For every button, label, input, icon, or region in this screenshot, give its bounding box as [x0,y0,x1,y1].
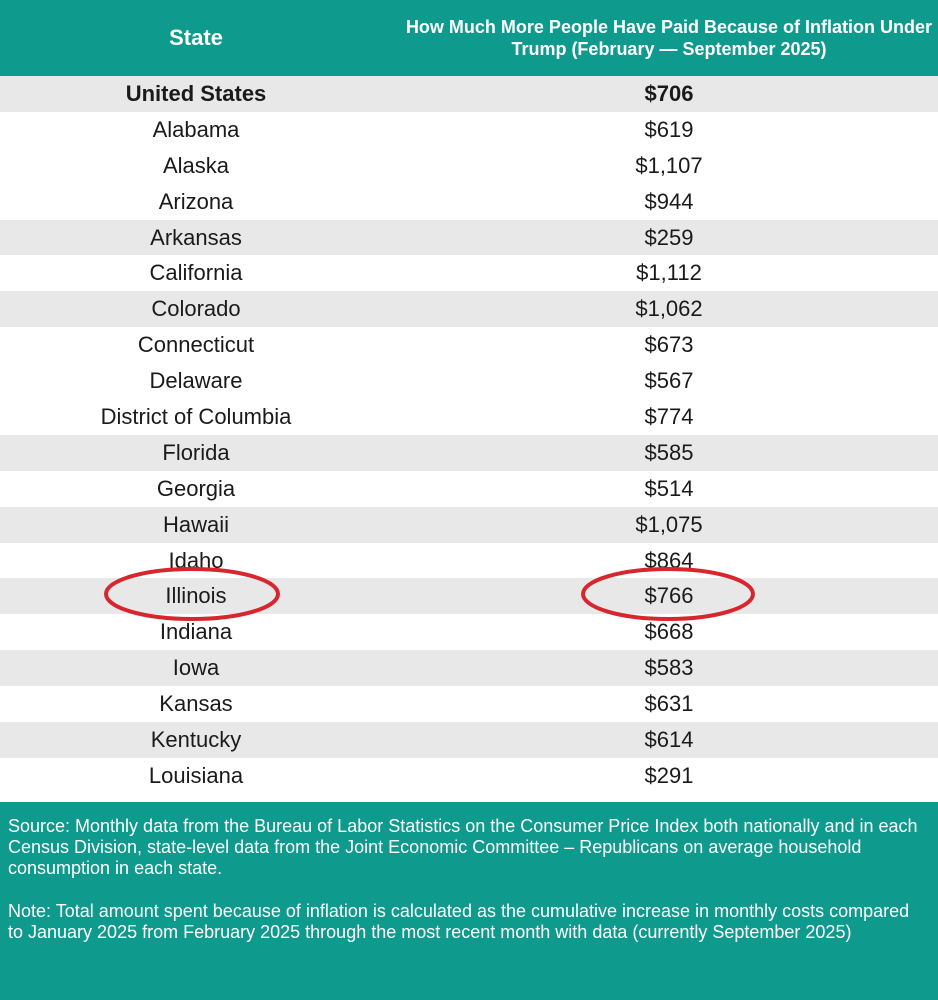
amount-cell: $291 [644,762,694,788]
state-cell: United States [125,80,267,106]
amount-cell: $1,075 [635,511,703,537]
amount-cell: $673 [644,332,694,358]
amount-column-header: How Much More People Have Paid Because o… [405,17,933,59]
table-row: Alabama $619 [0,112,938,148]
table-row: Iowa $583 [0,650,938,687]
table-row: California $1,112 [0,255,938,291]
amount-cell: $668 [644,619,694,645]
amount-cell: $259 [644,224,694,250]
amount-cell: $1,112 [636,260,702,286]
table-row: Delaware $567 [0,363,938,399]
table-row: District of Columbia $774 [0,399,938,435]
state-cell: Louisiana [148,762,244,788]
state-cell: Hawaii [162,511,230,537]
source-text: Source: Monthly data from the Bureau of … [8,816,918,878]
state-cell: Iowa [172,655,220,681]
state-cell: Florida [162,439,230,465]
amount-cell: $1,062 [635,296,703,322]
table-row: Alaska $1,107 [0,148,938,184]
state-cell: California [149,260,243,286]
state-cell: Colorado [151,296,241,322]
amount-cell: $583 [644,655,694,681]
table-row: Kentucky $614 [0,722,938,758]
table-row: Georgia $514 [0,471,938,507]
state-cell: Indiana [159,619,233,645]
state-cell: Kansas [159,691,233,717]
table-row: Arizona $944 [0,184,938,220]
state-cell: Connecticut [137,332,255,358]
state-cell: Arkansas [150,224,242,250]
state-cell: Delaware [149,368,243,394]
table-row: Connecticut $673 [0,327,938,363]
amount-cell: $774 [644,403,694,429]
state-cell: Arizona [158,188,234,214]
amount-cell: $1,107 [635,152,703,178]
amount-cell: $864 [644,547,694,573]
state-cell: District of Columbia [100,403,292,429]
amount-cell: $766 [644,583,694,609]
table-header: State How Much More People Have Paid Bec… [0,0,938,76]
table-row: Hawaii $1,075 [0,506,938,543]
table-row: Kansas $631 [0,686,938,722]
table-row: Arkansas $259 [0,219,938,256]
table-row: Florida $585 [0,434,938,471]
amount-cell: $614 [644,726,694,752]
amount-cell: $706 [644,80,694,106]
table-row: United States $706 [0,76,938,112]
amount-cell: $619 [644,116,694,142]
state-cell: Illinois [165,583,227,609]
state-cell: Georgia [156,475,236,501]
amount-cell: $514 [644,475,694,501]
table-row: Indiana $668 [0,614,938,650]
note-text: Note: Total amount spent because of infl… [8,901,910,942]
amount-cell: $585 [644,439,694,465]
footer-notes: Source: Monthly data from the Bureau of … [0,802,938,1000]
amount-cell: $567 [644,368,694,394]
state-cell: Alaska [162,152,230,178]
state-cell: Alabama [152,116,240,142]
amount-cell: $944 [644,188,694,214]
amount-cell: $631 [644,691,694,717]
table-row: Colorado $1,062 [0,291,938,328]
state-cell: Idaho [168,547,224,573]
state-column-header: State [169,25,223,50]
table-row: Idaho $864 [0,543,938,579]
table-row: Illinois $766 [0,578,938,615]
table-row: Louisiana $291 [0,758,938,794]
state-cell: Kentucky [150,726,242,752]
table-body: United States $706 Alabama $619 Alaska $1,107… [0,76,938,794]
